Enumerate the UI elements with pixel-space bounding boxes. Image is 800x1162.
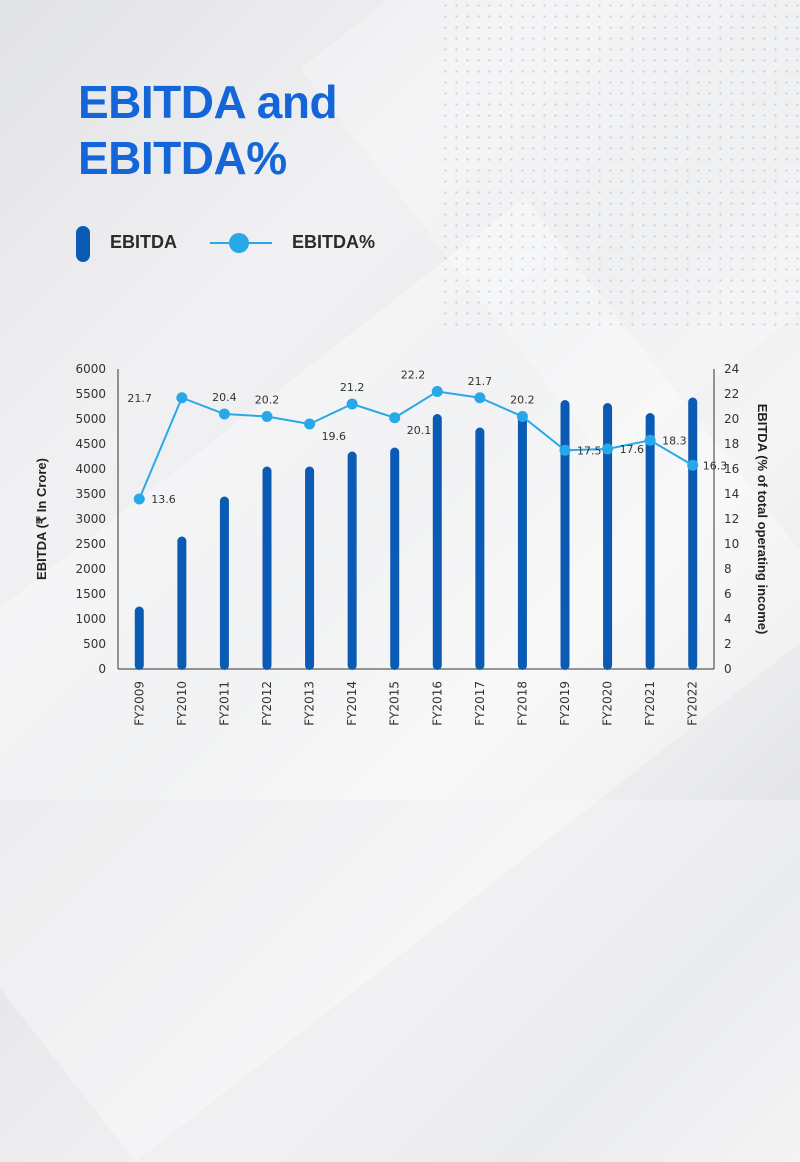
x-tick-label: FY2017 bbox=[473, 681, 487, 726]
y-tick-label: 2000 bbox=[75, 562, 106, 576]
point-ebitda-percent bbox=[431, 386, 443, 397]
point-ebitda-percent bbox=[304, 418, 316, 430]
point-ebitda-percent bbox=[261, 411, 273, 422]
bar-ebitda bbox=[645, 413, 655, 670]
chart-legend: EBITDA EBITDA% bbox=[76, 226, 496, 262]
bar-ebitda bbox=[390, 447, 400, 670]
data-label-ebitda-percent: 20.1 bbox=[407, 424, 432, 437]
data-label-ebitda-percent: 17.6 bbox=[620, 443, 645, 456]
y-tick-label: 5500 bbox=[75, 387, 106, 401]
data-label-ebitda-percent: 20.2 bbox=[510, 394, 535, 407]
background-dot-pattern bbox=[440, 0, 800, 330]
bar-ebitda bbox=[560, 400, 570, 670]
bar-ebitda bbox=[219, 496, 229, 670]
data-label-ebitda-percent: 20.2 bbox=[255, 394, 280, 407]
x-tick-label: FY2013 bbox=[303, 681, 317, 726]
y-tick-label: 0 bbox=[98, 662, 106, 676]
legend-label-ebitda: EBITDA bbox=[110, 232, 177, 252]
y-tick-label: 3500 bbox=[75, 487, 106, 501]
x-tick-label: FY2011 bbox=[217, 681, 231, 726]
data-label-ebitda-percent: 21.7 bbox=[127, 392, 152, 405]
bar-ebitda bbox=[177, 536, 187, 670]
point-ebitda-percent bbox=[389, 412, 401, 424]
x-tick-label: FY2016 bbox=[430, 681, 444, 726]
x-tick-label: FY2010 bbox=[175, 681, 189, 726]
x-tick-label: FY2015 bbox=[388, 681, 402, 726]
y-tick-label: 1000 bbox=[75, 612, 106, 626]
x-tick-label: FY2018 bbox=[515, 681, 529, 726]
point-ebitda-percent bbox=[602, 443, 614, 455]
y-tick-label: 4000 bbox=[75, 462, 106, 476]
bar-ebitda bbox=[475, 427, 485, 670]
ebitda-combo-chart: 0 500 1000 1500 2000 2500 3000 3500 4000 4500 5000… bbox=[34, 362, 770, 726]
x-tick-label: FY2021 bbox=[643, 681, 657, 726]
y2-tick-label: 0 bbox=[724, 662, 732, 676]
y-tick-label: 3000 bbox=[75, 512, 106, 526]
point-ebitda-percent bbox=[346, 398, 358, 410]
y2-tick-label: 2 bbox=[724, 637, 732, 651]
y2-tick-label: 24 bbox=[724, 362, 739, 376]
y2-tick-label: 4 bbox=[724, 612, 732, 626]
y2-tick-label: 10 bbox=[724, 537, 739, 551]
data-label-ebitda-percent: 19.6 bbox=[322, 430, 347, 443]
y2-tick-label: 22 bbox=[724, 387, 739, 401]
point-ebitda-percent bbox=[474, 392, 486, 404]
point-ebitda-percent bbox=[559, 444, 571, 456]
bar-ebitda bbox=[603, 403, 613, 670]
y-tick-label: 6000 bbox=[75, 362, 106, 376]
y2-axis-title: EBITDA (% of total operating income) bbox=[755, 404, 770, 635]
data-label-ebitda-percent: 18.3 bbox=[662, 434, 687, 447]
point-ebitda-percent bbox=[176, 392, 188, 404]
x-tick-label: FY2014 bbox=[345, 681, 359, 726]
x-tick-label: FY2012 bbox=[260, 681, 274, 726]
x-tick-label: FY2020 bbox=[601, 681, 615, 726]
data-label-ebitda-percent: 22.2 bbox=[401, 369, 426, 382]
data-label-ebitda-percent: 17.5 bbox=[577, 444, 602, 457]
y2-tick-label: 18 bbox=[724, 437, 739, 451]
x-tick-label: FY2022 bbox=[686, 681, 700, 726]
bar-ebitda bbox=[432, 414, 442, 670]
y-tick-label: 2500 bbox=[75, 537, 106, 551]
data-label-ebitda-percent: 21.2 bbox=[340, 381, 365, 394]
y2-tick-label: 6 bbox=[724, 587, 732, 601]
x-tick-label: FY2019 bbox=[558, 681, 572, 726]
data-label-ebitda-percent: 20.4 bbox=[212, 391, 237, 404]
y2-tick-label: 20 bbox=[724, 412, 739, 426]
page-title: EBITDA and EBITDA% bbox=[78, 76, 338, 184]
bar-ebitda bbox=[305, 466, 315, 670]
legend-marker-swatch bbox=[229, 233, 249, 253]
bar-ebitda bbox=[688, 397, 698, 670]
series-line-ebitda-percent bbox=[138, 390, 694, 500]
y2-tick-label: 12 bbox=[724, 512, 739, 526]
legend-label-ebitda-percent: EBITDA% bbox=[292, 232, 376, 252]
point-ebitda-percent bbox=[687, 459, 699, 471]
y-tick-label: 5000 bbox=[75, 412, 106, 426]
y2-tick-label: 16 bbox=[724, 462, 739, 476]
point-ebitda-percent bbox=[644, 434, 656, 446]
data-label-ebitda-percent: 16.3 bbox=[703, 459, 728, 472]
y2-tick-label: 8 bbox=[724, 562, 732, 576]
bar-ebitda bbox=[517, 411, 527, 670]
legend-bar-swatch bbox=[76, 226, 90, 262]
y-axis-title: EBITDA (₹ In Crore) bbox=[34, 458, 49, 580]
y2-tick-label: 14 bbox=[724, 487, 739, 501]
data-label-ebitda-percent: 13.6 bbox=[151, 493, 176, 506]
bar-ebitda bbox=[134, 606, 144, 670]
point-ebitda-percent bbox=[133, 493, 145, 505]
bar-ebitda bbox=[262, 466, 272, 670]
x-tick-label: FY2009 bbox=[132, 681, 146, 726]
point-ebitda-percent bbox=[516, 411, 528, 422]
data-label-ebitda-percent: 21.7 bbox=[468, 375, 493, 388]
point-ebitda-percent bbox=[218, 408, 230, 420]
y-tick-label: 1500 bbox=[75, 587, 106, 601]
y-tick-label: 500 bbox=[83, 637, 106, 651]
bar-ebitda bbox=[347, 451, 357, 670]
y-tick-label: 4500 bbox=[75, 437, 106, 451]
